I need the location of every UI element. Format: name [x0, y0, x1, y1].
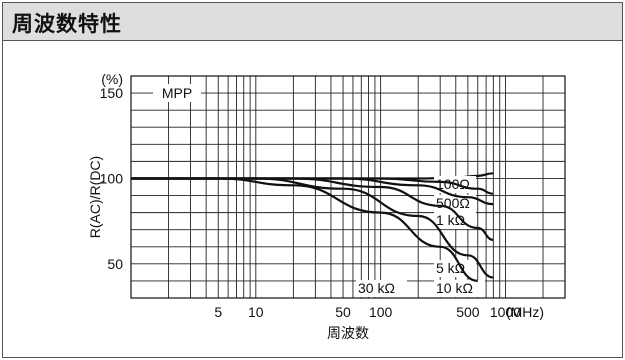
y-tick-label: 50: [107, 256, 123, 272]
x-tick-label: 5: [214, 304, 222, 320]
series-label: 10 kΩ: [436, 280, 473, 296]
x-axis-title: 周波数: [327, 325, 369, 341]
series-label-bg: [434, 280, 485, 297]
series-label: 30 kΩ: [358, 280, 395, 296]
section-header: 周波数特性: [3, 3, 622, 41]
x-tick-label: 50: [335, 304, 351, 320]
section-title: 周波数特性: [12, 12, 122, 36]
y-tick-label: 100: [100, 170, 124, 186]
mpp-label: MPP: [162, 85, 192, 101]
plot-area-border: [130, 75, 566, 299]
y-tick-label: 150: [100, 85, 124, 101]
x-unit-label: (MHz): [506, 304, 544, 320]
x-tick-label: 100: [369, 304, 393, 320]
y-unit-label: (%): [101, 71, 123, 87]
mpp-label-bg: [153, 84, 201, 103]
y-axis-title: R(AC)/R(DC): [87, 156, 103, 238]
x-tick-label: 10: [248, 304, 264, 320]
x-tick-label: 500: [456, 304, 480, 320]
x-tick-label: 1000: [490, 304, 521, 320]
series-label-bg: [434, 195, 476, 212]
series-line: [131, 177, 478, 282]
series-label-bg: [356, 280, 407, 297]
